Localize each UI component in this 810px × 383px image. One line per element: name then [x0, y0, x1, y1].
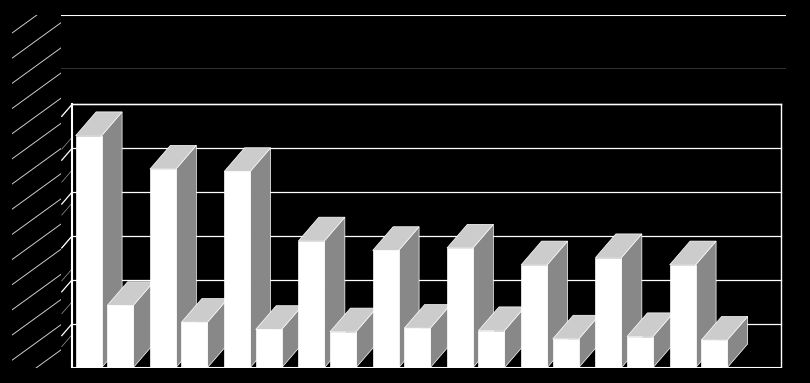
Bar [150, 169, 176, 368]
Bar [373, 250, 399, 368]
Polygon shape [548, 241, 568, 368]
Polygon shape [447, 224, 493, 248]
Bar [181, 322, 207, 368]
Polygon shape [473, 224, 493, 368]
Polygon shape [133, 282, 154, 368]
Polygon shape [356, 308, 377, 368]
Polygon shape [181, 298, 228, 322]
Polygon shape [696, 241, 716, 368]
Bar [479, 331, 505, 368]
Polygon shape [399, 227, 419, 368]
Polygon shape [176, 146, 196, 368]
Polygon shape [325, 217, 345, 368]
Bar [701, 340, 727, 368]
Bar [224, 172, 250, 368]
Polygon shape [373, 227, 419, 250]
Bar [627, 337, 653, 368]
Bar [552, 339, 578, 368]
Polygon shape [621, 234, 642, 368]
Polygon shape [404, 304, 450, 328]
Bar [447, 248, 473, 368]
Polygon shape [701, 316, 748, 340]
Polygon shape [627, 313, 673, 337]
Polygon shape [250, 148, 271, 368]
Bar [256, 329, 282, 368]
Polygon shape [107, 282, 154, 306]
Bar [404, 328, 430, 368]
Polygon shape [653, 313, 673, 368]
Bar [330, 332, 356, 368]
Bar [75, 136, 102, 368]
Polygon shape [224, 148, 271, 172]
Polygon shape [298, 217, 345, 241]
Polygon shape [207, 298, 228, 368]
Polygon shape [521, 241, 568, 265]
Polygon shape [430, 304, 450, 368]
Polygon shape [330, 308, 377, 332]
Polygon shape [727, 316, 748, 368]
Bar [521, 265, 548, 368]
Polygon shape [75, 112, 122, 136]
Bar [107, 306, 133, 368]
Polygon shape [479, 307, 525, 331]
Bar [670, 265, 696, 368]
Polygon shape [282, 306, 302, 368]
Polygon shape [150, 146, 196, 169]
Bar [298, 241, 325, 368]
Polygon shape [552, 315, 599, 339]
Polygon shape [102, 112, 122, 368]
Polygon shape [256, 306, 302, 329]
Bar [595, 258, 621, 368]
Polygon shape [670, 241, 716, 265]
Polygon shape [578, 315, 599, 368]
Polygon shape [505, 307, 525, 368]
Polygon shape [595, 234, 642, 258]
